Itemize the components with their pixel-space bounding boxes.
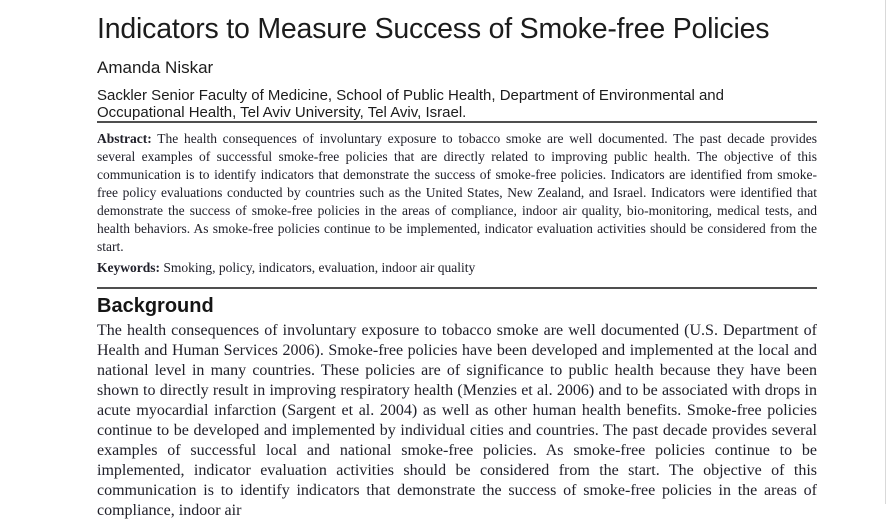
paper-page: Indicators to Measure Success of Smoke-f… (97, 0, 886, 519)
section-paragraph: The health consequences of involuntary e… (97, 322, 817, 519)
divider-top-rule (97, 121, 817, 123)
author-name: Amanda Niskar (97, 58, 214, 77)
abstract-paragraph: Abstract: The health consequences of inv… (97, 130, 817, 256)
section-heading-background: Background (97, 295, 214, 317)
divider-bottom-rule (97, 287, 817, 289)
keywords-line: Keywords: Smoking, policy, indicators, e… (97, 260, 817, 276)
keywords-text: Smoking, policy, indicators, evaluation,… (163, 260, 476, 275)
author-affiliation: Sackler Senior Faculty of Medicine, Scho… (97, 87, 724, 121)
page-edge-line (885, 0, 886, 504)
page-title: Indicators to Measure Success of Smoke-f… (97, 13, 770, 45)
keywords-label: Keywords: (97, 260, 160, 275)
abstract-text: The health consequences of involuntary e… (97, 131, 817, 254)
abstract-label: Abstract: (97, 131, 152, 146)
